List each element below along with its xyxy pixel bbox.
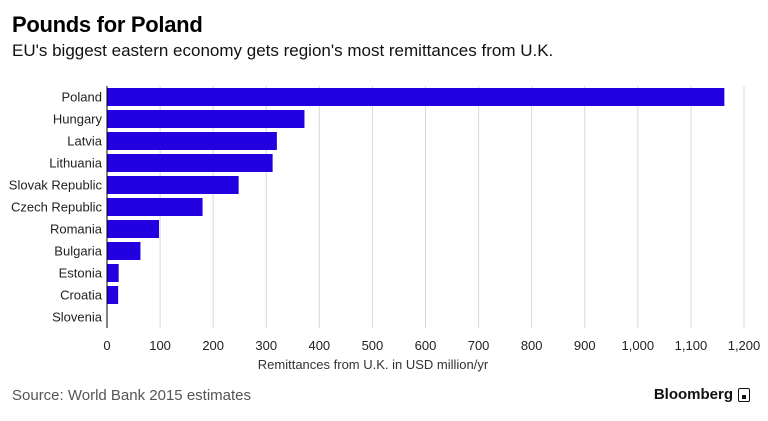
bar <box>107 286 119 304</box>
x-tick-label: 800 <box>521 338 543 353</box>
category-label: Croatia <box>60 288 103 303</box>
category-label: Estonia <box>59 266 103 281</box>
category-label: Hungary <box>53 112 103 127</box>
category-label: Latvia <box>67 134 102 149</box>
brand-logo: Bloomberg <box>654 386 750 403</box>
x-tick-label: 100 <box>149 338 171 353</box>
category-label: Slovenia <box>52 310 103 325</box>
category-label: Romania <box>50 222 103 237</box>
category-label: Bulgaria <box>54 244 102 259</box>
category-label: Poland <box>62 90 102 105</box>
chart-title: Pounds for Poland <box>12 12 203 37</box>
x-tick-label: 600 <box>415 338 437 353</box>
bar <box>107 132 277 150</box>
bar <box>107 220 160 238</box>
x-tick-label: 400 <box>308 338 330 353</box>
bar <box>107 264 119 282</box>
bar <box>107 176 239 194</box>
bar <box>107 110 305 128</box>
x-tick-label: 1,000 <box>622 338 655 353</box>
x-tick-label: 500 <box>362 338 384 353</box>
x-tick-label: 0 <box>103 338 110 353</box>
category-label: Lithuania <box>49 156 103 171</box>
bar <box>107 154 273 172</box>
bar <box>107 198 203 216</box>
chart-subtitle: EU's biggest eastern economy gets region… <box>12 41 554 60</box>
source-note: Source: World Bank 2015 estimates <box>12 387 252 404</box>
x-tick-label: 200 <box>202 338 224 353</box>
x-axis-title: Remittances from U.K. in USD million/yr <box>258 357 489 372</box>
x-tick-label: 1,200 <box>728 338 761 353</box>
bar <box>107 242 141 260</box>
bar <box>107 88 725 106</box>
category-label: Czech Republic <box>11 200 103 215</box>
x-tick-label: 700 <box>468 338 490 353</box>
terminal-icon <box>738 387 750 402</box>
brand-name: Bloomberg <box>653 386 733 403</box>
x-tick-label: 300 <box>255 338 277 353</box>
category-label: Slovak Republic <box>9 178 103 193</box>
x-tick-label: 1,100 <box>675 338 708 353</box>
x-tick-label: 900 <box>574 338 596 353</box>
